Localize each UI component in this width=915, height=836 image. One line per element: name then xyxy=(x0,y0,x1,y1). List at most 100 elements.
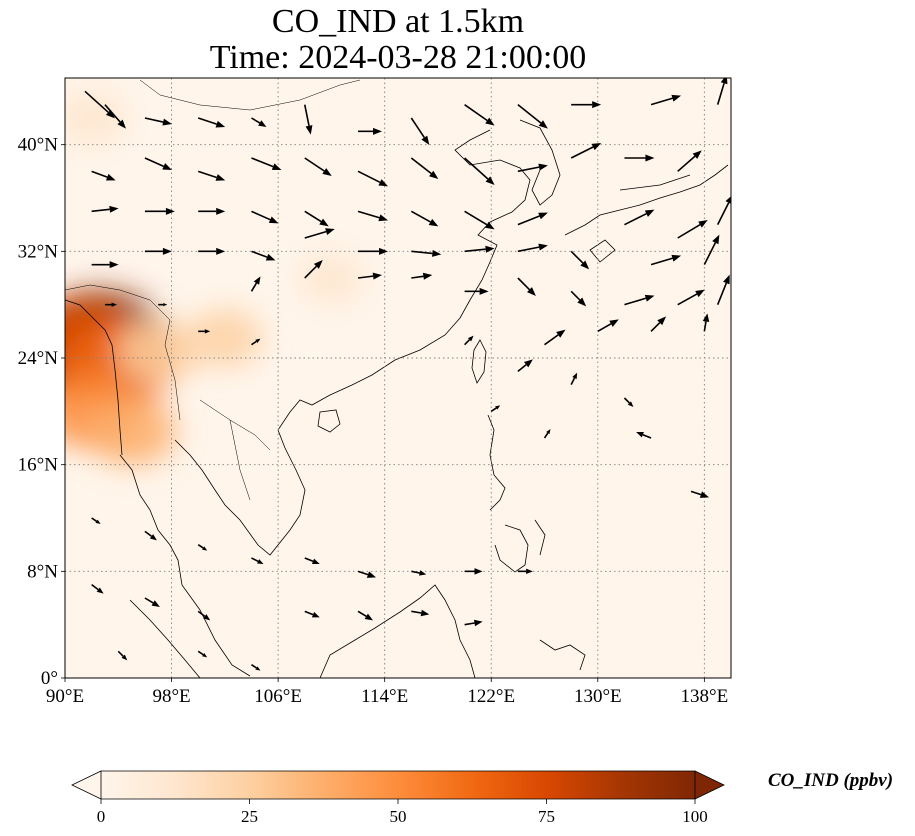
colorbar-ticks: 0 25 50 75 100 xyxy=(97,799,708,826)
wind-arrow xyxy=(411,272,433,280)
wind-arrow xyxy=(716,274,730,305)
wind-arrow xyxy=(197,544,208,551)
colorbar-tick-label: 25 xyxy=(241,807,258,826)
map-plot-area xyxy=(64,77,732,679)
wind-arrow xyxy=(570,290,587,307)
lon-tick-label: 130°E xyxy=(574,686,622,707)
wind-arrow xyxy=(464,104,495,126)
wind-arrow xyxy=(677,150,702,172)
coastline-taiwan xyxy=(471,339,487,384)
latitude-axis: 0° 8°N 16°N 24°N 32°N 40°N xyxy=(18,135,65,689)
lon-tick-label: 114°E xyxy=(361,686,408,707)
lat-tick-label: 16°N xyxy=(18,455,59,476)
wind-arrow xyxy=(84,90,115,119)
wind-arrow xyxy=(410,210,439,227)
wind-arrow xyxy=(251,210,279,224)
colorbar-gradient xyxy=(101,771,695,799)
wind-arrow xyxy=(304,610,320,618)
wind-arrow xyxy=(650,254,682,266)
wind-arrow xyxy=(517,212,548,226)
wind-arrow xyxy=(158,303,168,307)
coastlines xyxy=(65,79,729,678)
wind-arrow xyxy=(464,210,495,230)
wind-arrow xyxy=(357,272,383,280)
wind-arrow xyxy=(411,249,442,257)
wind-arrow xyxy=(677,220,708,239)
lat-tick-label: 40°N xyxy=(18,135,59,156)
wind-arrow xyxy=(144,247,172,255)
wind-arrow xyxy=(91,584,104,594)
wind-arrow xyxy=(251,157,282,170)
wind-arrow xyxy=(304,228,335,239)
hotspot-4 xyxy=(87,397,177,466)
border-lines xyxy=(65,79,361,501)
coastline-indochina xyxy=(119,129,531,677)
lon-tick-label: 98°E xyxy=(152,686,190,707)
wind-arrow xyxy=(251,664,261,671)
wind-arrow xyxy=(91,517,101,524)
longitude-axis: 90°E 98°E 106°E 114°E 122°E 130°E 138°E xyxy=(46,678,728,707)
wind-arrow xyxy=(490,405,501,412)
wind-arrow xyxy=(91,170,116,181)
wind-arrow xyxy=(517,104,548,129)
colorbar-tick-label: 50 xyxy=(390,807,407,826)
wind-arrow xyxy=(543,429,551,439)
wind-arrow xyxy=(117,650,128,661)
wind-arrow xyxy=(702,313,710,332)
wind-arrow xyxy=(624,294,655,306)
title-line-1: CO_IND at 1.5km xyxy=(271,3,525,40)
wind-arrow xyxy=(197,117,226,128)
lon-tick-label: 138°E xyxy=(681,686,729,707)
coastline-philippines xyxy=(487,414,546,573)
wind-arrow xyxy=(517,243,548,253)
wind-arrow xyxy=(650,94,682,106)
wind-arrow xyxy=(464,245,495,253)
wind-arrow xyxy=(517,277,536,296)
wind-arrow xyxy=(304,557,320,564)
coastline-bay-of-bengal xyxy=(65,299,123,456)
colorbar-extend-min xyxy=(71,770,102,800)
wind-arrow xyxy=(464,335,474,346)
wind-arrow xyxy=(410,117,430,145)
hotspot-6 xyxy=(187,309,263,367)
coastline-sumatra xyxy=(129,599,201,678)
wind-arrow xyxy=(517,359,533,372)
wind-arrow xyxy=(304,260,323,279)
wind-arrow xyxy=(197,610,211,621)
wind-arrow xyxy=(358,127,383,135)
wind-arrow xyxy=(544,329,566,346)
colorbar-tick-label: 75 xyxy=(538,807,555,826)
coastline-sulawesi xyxy=(539,639,586,671)
wind-arrow xyxy=(623,397,634,407)
wind-arrow xyxy=(411,570,427,576)
wind-arrow xyxy=(251,338,261,346)
wind-arrow xyxy=(464,568,483,575)
hotspot-7 xyxy=(65,90,128,146)
colorbar-tick-label: 100 xyxy=(682,807,708,826)
wind-arrow xyxy=(677,289,705,306)
lon-tick-label: 122°E xyxy=(467,686,515,707)
wind-arrow xyxy=(91,205,119,213)
wind-arrow xyxy=(357,610,374,621)
wind-arrow xyxy=(144,117,172,126)
wind-arrow xyxy=(650,316,667,332)
wind-arrow xyxy=(251,117,267,127)
wind-arrow xyxy=(197,650,208,658)
wind-arrow xyxy=(464,287,489,295)
wind-arrow xyxy=(198,247,226,255)
wind-arrow xyxy=(144,207,175,215)
coastline-hainan xyxy=(317,409,341,433)
wind-arrow xyxy=(357,210,389,222)
wind-arrow xyxy=(304,210,329,227)
lat-tick-label: 8°N xyxy=(27,561,58,582)
hotspot-5 xyxy=(115,318,201,384)
colorbar-label: CO_IND (ppbv) xyxy=(768,770,894,791)
lon-tick-label: 106°E xyxy=(254,686,302,707)
wind-arrow xyxy=(703,234,720,266)
lon-tick-label: 90°E xyxy=(46,686,84,707)
wind-arrow xyxy=(91,261,119,269)
wind-arrow xyxy=(144,157,172,170)
wind-arrow xyxy=(104,302,117,307)
hotspot-8 xyxy=(298,252,365,304)
